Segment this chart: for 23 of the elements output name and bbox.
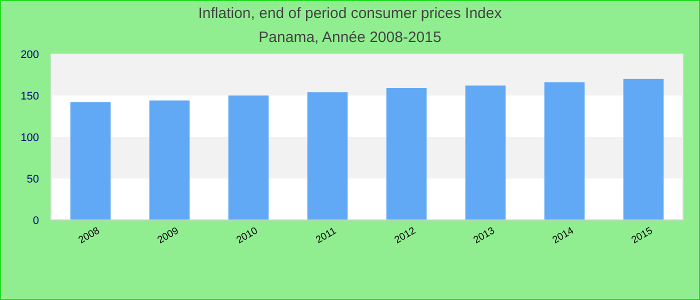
y-tick-label: 0 xyxy=(32,214,39,227)
chart-subtitle: Panama, Année 2008-2015 xyxy=(258,29,442,46)
bar xyxy=(307,92,348,220)
x-tick-label: 2010 xyxy=(234,225,260,246)
y-tick-label: 100 xyxy=(20,132,39,144)
x-tick-label: 2013 xyxy=(472,225,498,246)
y-tick-label: 50 xyxy=(26,173,39,186)
x-tick-label: 2008 xyxy=(76,225,102,246)
chart-title: Inflation, end of period consumer prices Index xyxy=(198,5,502,22)
y-tick-label: 200 xyxy=(20,48,39,61)
x-tick-label: 2012 xyxy=(392,225,418,246)
bar xyxy=(149,100,190,220)
bar xyxy=(70,102,111,220)
x-tick-label: 2009 xyxy=(156,225,182,246)
bar xyxy=(544,82,585,220)
y-tick-label: 150 xyxy=(20,90,39,102)
x-tick-label: 2015 xyxy=(630,225,656,246)
bar xyxy=(465,86,506,220)
x-tick-label: 2011 xyxy=(314,225,339,246)
bar xyxy=(386,88,427,220)
bar xyxy=(228,96,269,220)
x-tick-label: 2014 xyxy=(550,225,576,246)
bar xyxy=(623,78,664,220)
